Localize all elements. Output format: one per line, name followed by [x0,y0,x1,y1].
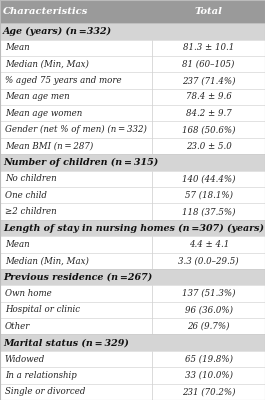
Text: Characteristics: Characteristics [3,7,89,16]
Bar [0,204,265,220]
Text: Marital status (n = 329): Marital status (n = 329) [3,338,129,347]
Text: 118 (37.5%): 118 (37.5%) [182,207,235,216]
Bar [0,269,265,285]
Text: 57 (18.1%): 57 (18.1%) [185,191,233,200]
Text: No children: No children [5,174,56,183]
Text: Single or divorced: Single or divorced [5,387,85,396]
Bar [0,154,265,171]
Bar [0,285,265,302]
Bar [0,334,265,351]
Bar [0,138,265,154]
Text: Length of stay in nursing homes (n =307) (years): Length of stay in nursing homes (n =307)… [3,224,264,232]
Text: Mean: Mean [5,240,29,249]
Bar [0,89,265,105]
Text: Mean age women: Mean age women [5,109,82,118]
Bar [0,384,265,400]
Text: Other: Other [5,322,30,331]
Text: 96 (36.0%): 96 (36.0%) [185,305,233,314]
Bar [0,56,265,72]
Bar [0,23,265,40]
Text: 78.4 ± 9.6: 78.4 ± 9.6 [186,92,232,102]
Text: 81.3 ± 10.1: 81.3 ± 10.1 [183,43,234,52]
Text: 26 (9.7%): 26 (9.7%) [187,322,230,331]
Text: ≥2 children: ≥2 children [5,207,56,216]
Bar [0,318,265,334]
Text: 65 (19.8%): 65 (19.8%) [185,354,233,364]
Text: Own home: Own home [5,289,51,298]
Text: Number of children (n = 315): Number of children (n = 315) [3,158,158,167]
Bar [0,105,265,122]
Bar [0,72,265,89]
Text: 23.0 ± 5.0: 23.0 ± 5.0 [186,142,232,150]
Text: Age (years) (n =332): Age (years) (n =332) [3,27,112,36]
Text: Hospital or clinic: Hospital or clinic [5,305,80,314]
Text: In a relationship: In a relationship [5,371,77,380]
Bar [0,187,265,204]
Bar [0,302,265,318]
Bar [0,0,265,23]
Text: Median (Min, Max): Median (Min, Max) [5,60,89,69]
Text: Mean BMI (n = 287): Mean BMI (n = 287) [5,142,93,150]
Text: Gender (net % of men) (n = 332): Gender (net % of men) (n = 332) [5,125,147,134]
Bar [0,171,265,187]
Text: 231 (70.2%): 231 (70.2%) [182,387,235,396]
Bar [0,220,265,236]
Text: Mean age men: Mean age men [5,92,69,102]
Bar [0,40,265,56]
Bar [0,122,265,138]
Text: 84.2 ± 9.7: 84.2 ± 9.7 [186,109,232,118]
Text: Widowed: Widowed [5,354,45,364]
Bar [0,236,265,252]
Text: Mean: Mean [5,43,29,52]
Text: 140 (44.4%): 140 (44.4%) [182,174,235,183]
Text: 3.3 (0.0–29.5): 3.3 (0.0–29.5) [178,256,239,265]
Text: One child: One child [5,191,47,200]
Text: Total: Total [195,7,223,16]
Text: 168 (50.6%): 168 (50.6%) [182,125,235,134]
Text: Median (Min, Max): Median (Min, Max) [5,256,89,265]
Text: 33 (10.0%): 33 (10.0%) [185,371,233,380]
Text: 4.4 ± 4.1: 4.4 ± 4.1 [189,240,229,249]
Bar [0,367,265,384]
Bar [0,252,265,269]
Text: 81 (60–105): 81 (60–105) [183,60,235,69]
Text: % aged 75 years and more: % aged 75 years and more [5,76,121,85]
Text: 237 (71.4%): 237 (71.4%) [182,76,235,85]
Bar [0,351,265,367]
Text: Previous residence (n =267): Previous residence (n =267) [3,273,152,282]
Text: 137 (51.3%): 137 (51.3%) [182,289,235,298]
